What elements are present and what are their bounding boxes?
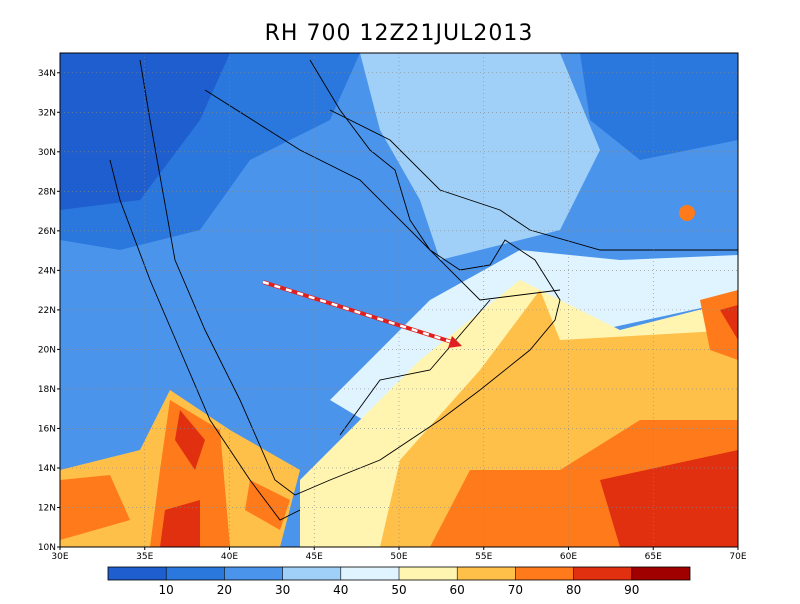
border (204, 89, 561, 301)
colorbar-label: 90 (624, 583, 639, 597)
colorbar-swatch (108, 567, 167, 580)
field-region (580, 53, 738, 160)
field-region (175, 410, 205, 470)
colorbar-label: 30 (275, 583, 290, 597)
lat-tick-label: 16N (38, 424, 56, 434)
lat-tick-label: 28N (38, 187, 56, 197)
lat-tick-label: 18N (38, 385, 56, 395)
coastline (329, 109, 738, 251)
lat-tick-label: 22N (38, 306, 56, 316)
field-region (360, 53, 600, 260)
lon-tick-label: 40E (221, 552, 238, 562)
lat-tick-label: 12N (38, 503, 56, 513)
field-region (700, 290, 738, 360)
field-region (679, 205, 695, 221)
lat-tick-label: 10N (38, 543, 56, 553)
field-region (600, 450, 738, 547)
coastline (109, 159, 301, 521)
colorbar-swatch (166, 567, 225, 580)
lat-tick-label: 14N (38, 464, 56, 474)
lon-tick-label: 70E (729, 552, 746, 562)
colorbar-label: 50 (391, 583, 406, 597)
lat-tick-label: 34N (38, 69, 56, 79)
lon-tick-label: 45E (306, 552, 323, 562)
lon-tick-label: 55E (475, 552, 492, 562)
colorbar-swatch (515, 567, 574, 580)
colorbar-swatch (224, 567, 283, 580)
colorbar-label: 80 (566, 583, 581, 597)
lat-tick-label: 20N (38, 345, 56, 355)
humidity-field (60, 53, 738, 547)
lon-tick-label: 65E (645, 552, 662, 562)
colorbar-swatch (631, 567, 690, 580)
colorbar-label: 20 (217, 583, 232, 597)
graticule: 30E 35E 40E 45E 50E 55E 60E 65E 70E 10N 12N 14N 16N 1… (38, 53, 747, 562)
title: RH 700 12Z21JUL2013 (265, 21, 534, 46)
colorbar: 10 20 30 40 50 60 70 80 90 (107, 566, 691, 597)
lat-tick-label: 26N (38, 227, 56, 237)
lat-tick-label: 30N (38, 148, 56, 158)
map-frame (59, 52, 739, 548)
colorbar-swatch (340, 567, 399, 580)
lat-tick-label: 24N (38, 266, 56, 276)
field-region (720, 305, 738, 340)
colorbar-swatch (573, 567, 632, 580)
colorbar-swatch (457, 567, 516, 580)
lon-tick-label: 35E (136, 552, 153, 562)
colorbar-label: 40 (333, 583, 348, 597)
lat-tick-label: 32N (38, 108, 56, 118)
lon-tick-label: 50E (390, 552, 407, 562)
colorbar-swatch (399, 567, 458, 580)
colorbar-label: 60 (450, 583, 465, 597)
coastline (139, 59, 561, 496)
lon-tick-label: 60E (560, 552, 577, 562)
field-region (60, 53, 230, 210)
lon-tick-label: 30E (51, 552, 68, 562)
field-region (160, 500, 200, 547)
arrow (262, 280, 456, 345)
colorbar-label: 70 (508, 583, 523, 597)
field-region (245, 480, 290, 530)
field-region (60, 475, 130, 540)
colorbar-swatch (282, 567, 341, 580)
arrow-head (448, 336, 462, 348)
border (339, 299, 491, 436)
colorbar-label: 10 (159, 583, 174, 597)
